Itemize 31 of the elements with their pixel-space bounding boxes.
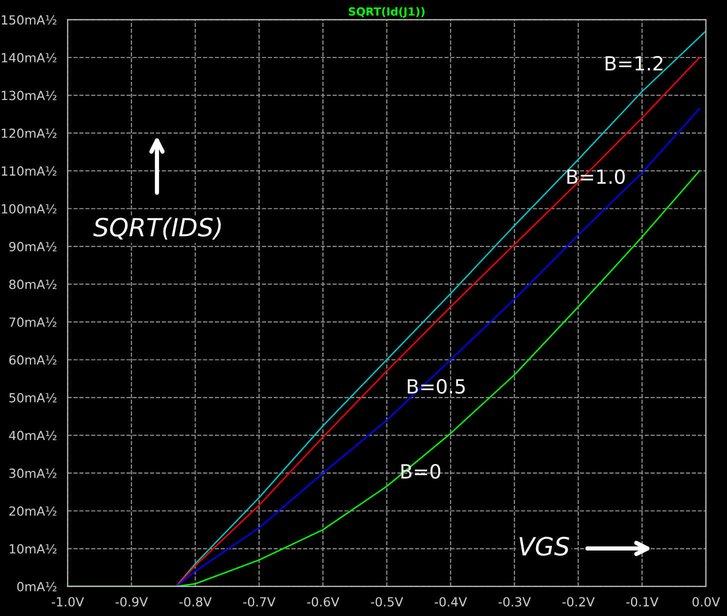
y-tick-label: 20mA½ <box>9 506 56 516</box>
y-tick-label: 110mA½ <box>2 166 56 176</box>
x-tick-label: 0.0V <box>692 597 720 607</box>
y-tick-label: 10mA½ <box>10 544 56 554</box>
y-tick-label: 80mA½ <box>9 280 56 290</box>
y-tick-label: 90mA½ <box>9 242 56 252</box>
x-tick-label: -1.0V <box>52 597 84 607</box>
x-tick-label: -0.2V <box>562 597 595 607</box>
y-tick-label: 150mA½ <box>2 15 56 25</box>
x-tick-label: -0.4V <box>434 597 467 607</box>
y-tick-label: 50mA½ <box>9 392 56 402</box>
chart-title: SQRT(Id(J1)) <box>348 7 424 18</box>
x-tick-label: -0.5V <box>370 597 404 607</box>
x-tick-label: -0.9V <box>116 597 148 607</box>
x-tick-label: -0.1V <box>626 597 658 607</box>
y-tick-label: 100mA½ <box>2 204 56 214</box>
y-tick-label: 30mA½ <box>9 468 56 478</box>
y-tick-label: 40mA½ <box>9 430 56 440</box>
annotation: B=1.2 <box>606 56 662 70</box>
y-tick-label: 130mA½ <box>2 90 56 100</box>
x-tick-label: -0.8V <box>179 597 212 607</box>
y-tick-label: 0mA½ <box>17 582 56 592</box>
x-tick-label: -0.6V <box>307 597 340 607</box>
x-tick-label: -0.7V <box>243 597 276 607</box>
annotation: SQRT(IDS) <box>93 217 221 240</box>
y-tick-label: 60mA½ <box>9 355 56 365</box>
annotation: VGS <box>520 536 570 556</box>
y-tick-label: 70mA½ <box>9 317 56 327</box>
y-tick-label: 120mA½ <box>2 128 56 138</box>
x-tick-label: -0.3V <box>498 597 531 607</box>
y-tick-label: 140mA½ <box>2 52 56 62</box>
